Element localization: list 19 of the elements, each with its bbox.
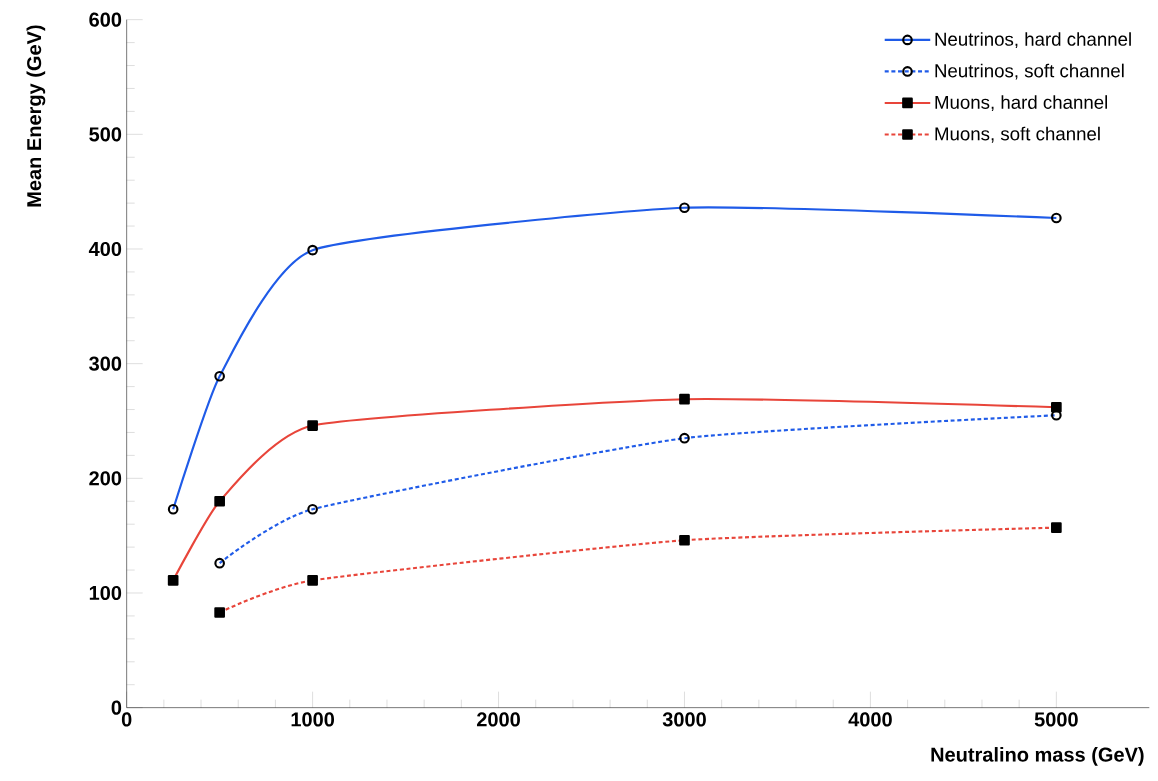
legend-label: Muons, soft channel: [935, 126, 1100, 143]
x-tick-label: 5000: [1034, 712, 1078, 727]
y-tick-label: 500: [89, 127, 122, 142]
x-axis-title: Neutralino mass (GeV): [931, 747, 1144, 766]
y-tick-label: 600: [89, 12, 122, 27]
y-axis-title: Mean Energy (GeV): [26, 25, 46, 207]
y-tick-label: 100: [89, 585, 122, 601]
x-tick-label: 4000: [848, 712, 892, 727]
legend-label: Muons, hard channel: [935, 95, 1108, 112]
legend-label: Neutrinos, hard channel: [935, 32, 1131, 49]
x-tick-label: 0: [121, 712, 132, 727]
y-tick-label: 400: [88, 241, 122, 257]
x-tick-label: 3000: [662, 712, 706, 727]
y-tick-label: 300: [89, 356, 122, 371]
y-tick-label: 0: [111, 700, 122, 715]
x-tick-label: 1000: [291, 712, 335, 727]
x-tick-label: 2000: [476, 712, 520, 727]
legend-label: Neutrinos, soft channel: [935, 63, 1124, 80]
y-tick-label: 200: [89, 471, 122, 486]
